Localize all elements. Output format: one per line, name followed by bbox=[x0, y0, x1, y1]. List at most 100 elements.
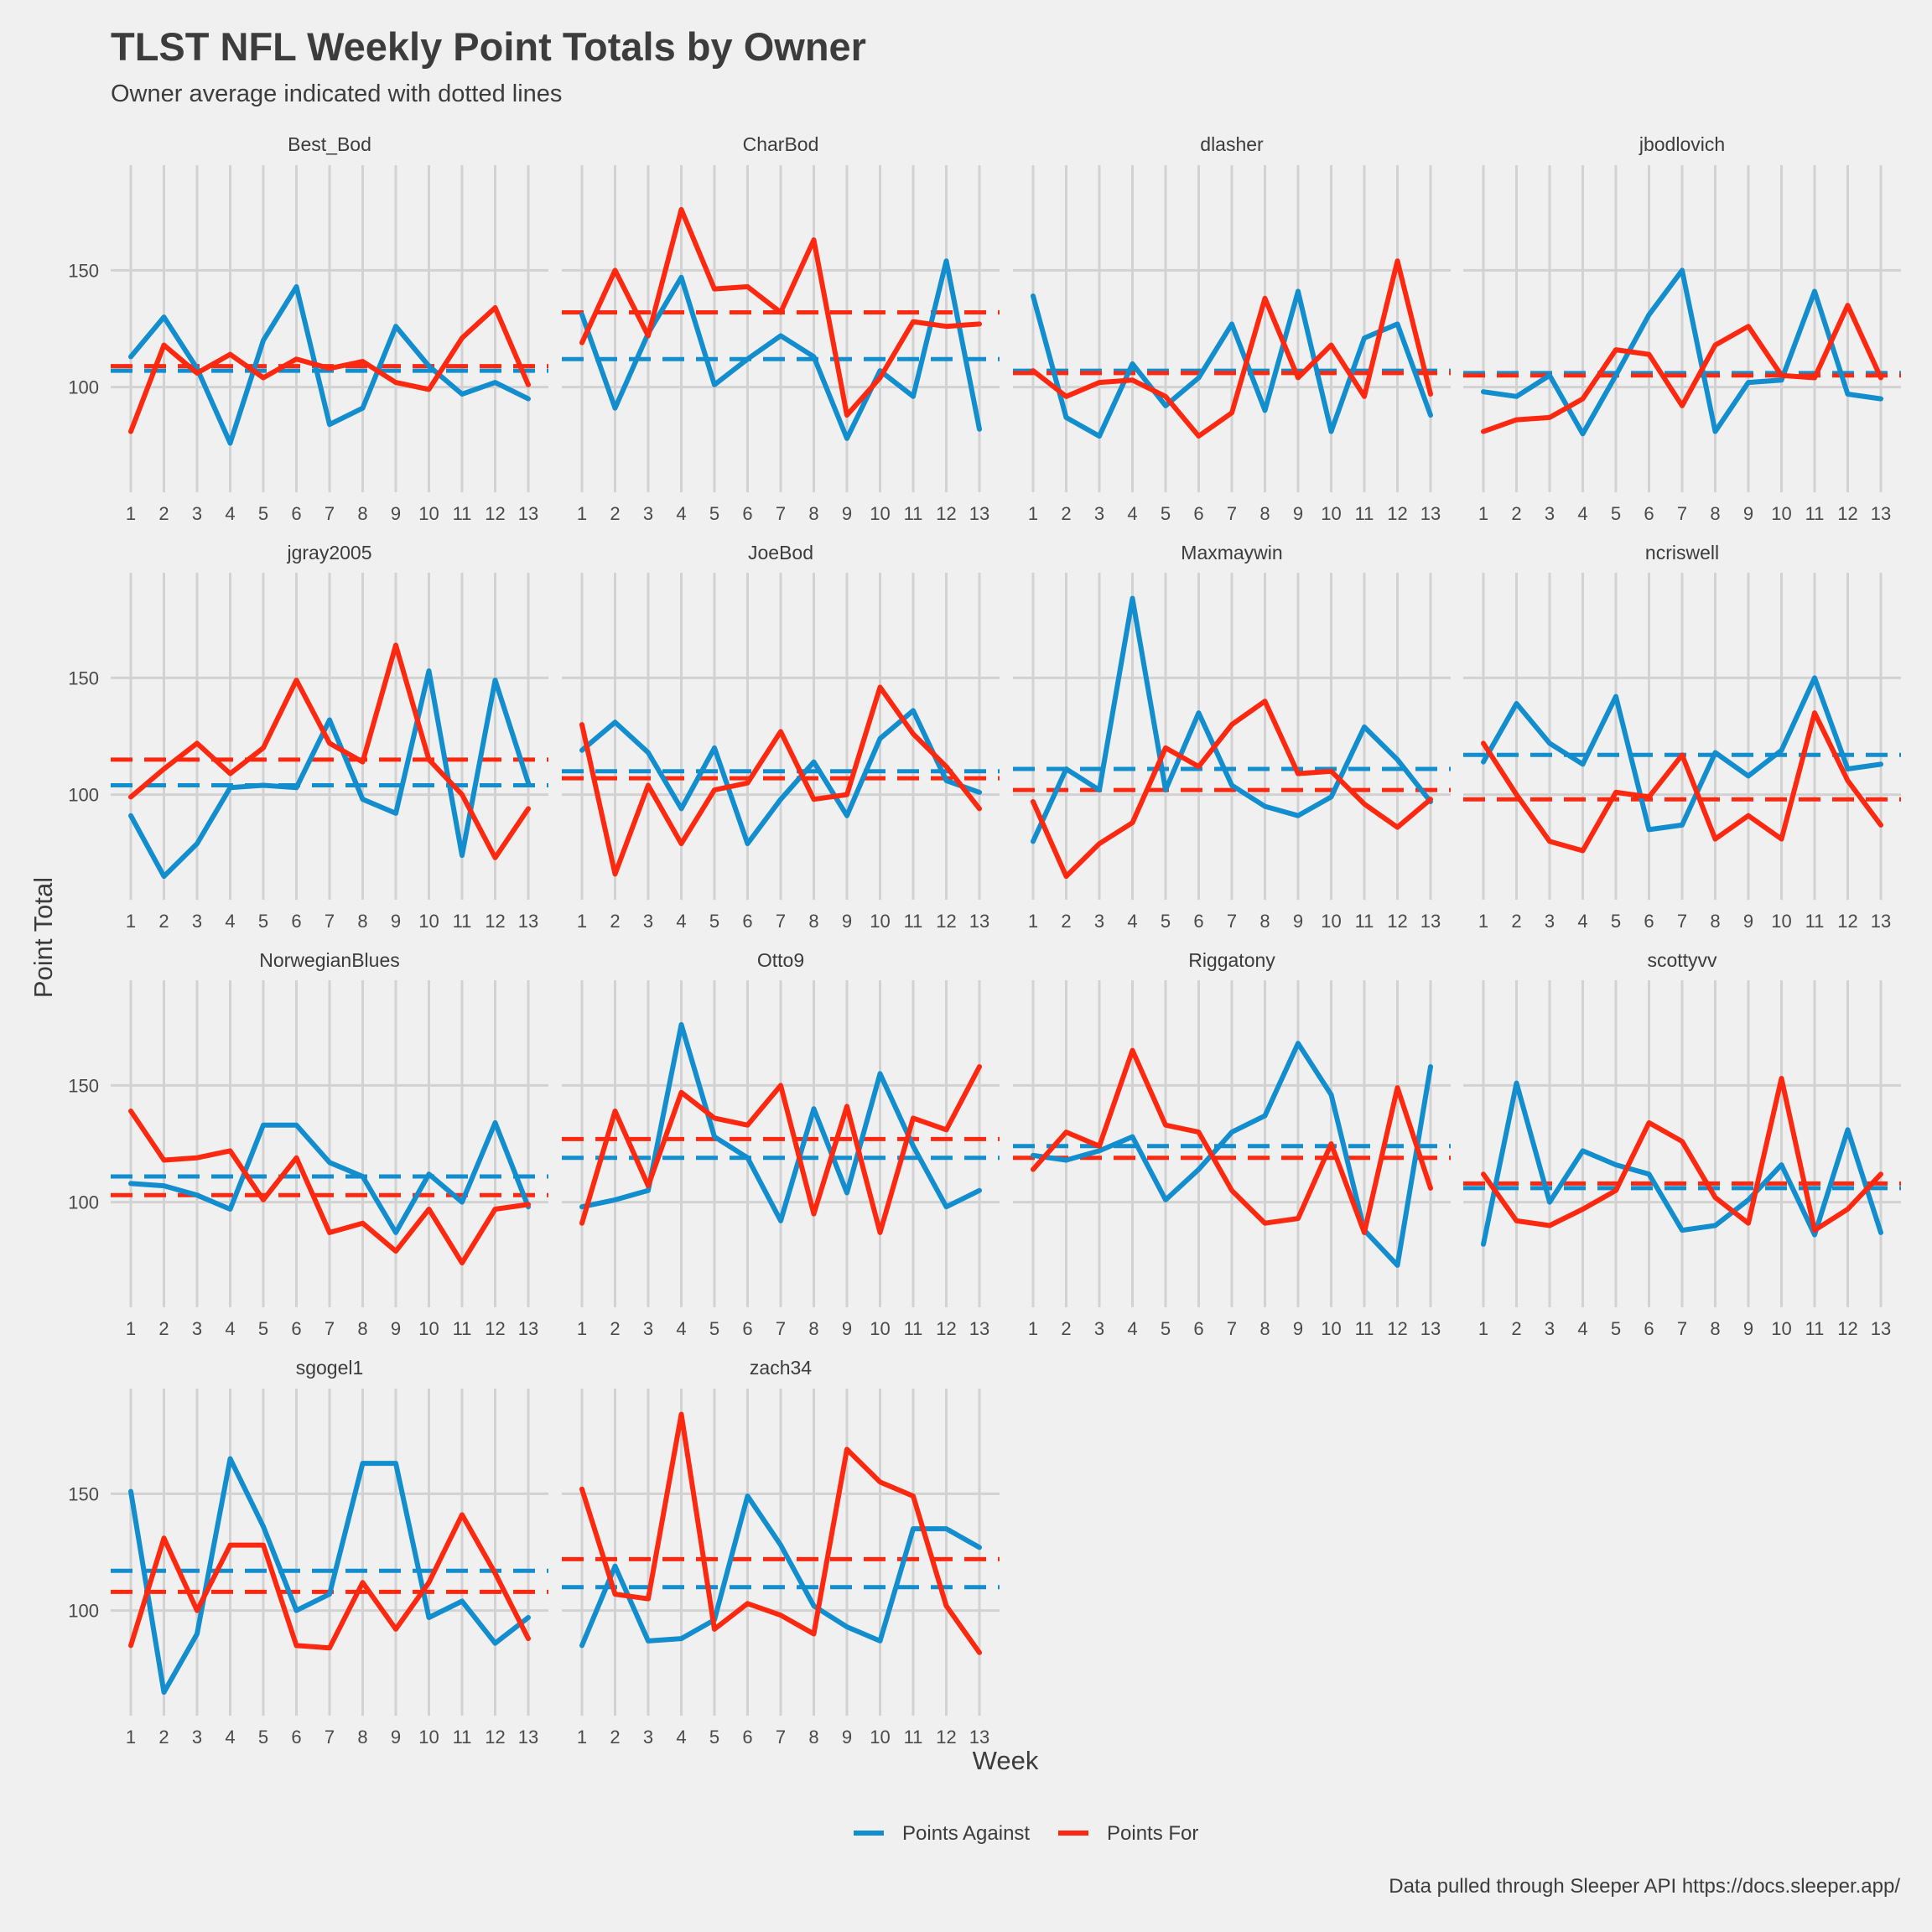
x-tick-label: 13 bbox=[518, 1318, 538, 1339]
x-tick-label: 10 bbox=[1771, 503, 1791, 524]
x-tick-label: 4 bbox=[225, 911, 235, 932]
x-tick-label: 4 bbox=[225, 1318, 235, 1339]
x-tick-label: 11 bbox=[904, 1318, 923, 1339]
x-tick-label: 7 bbox=[1227, 503, 1237, 524]
x-tick-label: 12 bbox=[1387, 1318, 1407, 1339]
panel-title: sgogel1 bbox=[296, 1357, 364, 1379]
x-tick-label: 2 bbox=[158, 1727, 169, 1748]
x-tick-label: 3 bbox=[1545, 503, 1555, 524]
x-tick-label: 5 bbox=[709, 503, 719, 524]
x-tick-label: 7 bbox=[325, 1318, 335, 1339]
x-tick-label: 10 bbox=[418, 503, 439, 524]
x-tick-label: 2 bbox=[1511, 911, 1521, 932]
x-tick-label: 4 bbox=[1127, 503, 1137, 524]
x-tick-label: 7 bbox=[1677, 1318, 1687, 1339]
x-tick-label: 2 bbox=[158, 911, 169, 932]
x-tick-label: 9 bbox=[842, 503, 852, 524]
x-tick-label: 8 bbox=[808, 503, 818, 524]
panel-title: Best_Bod bbox=[288, 133, 371, 155]
x-tick-label: 9 bbox=[1293, 911, 1303, 932]
x-tick-label: 8 bbox=[1259, 503, 1270, 524]
series-line-for bbox=[579, 1064, 982, 1235]
x-tick-label: 13 bbox=[1871, 1318, 1891, 1339]
x-tick-label: 11 bbox=[1805, 503, 1825, 524]
series-line-for bbox=[579, 1411, 982, 1655]
panel-title: zach34 bbox=[750, 1357, 812, 1379]
x-tick-label: 7 bbox=[1227, 1318, 1237, 1339]
x-tick-label: 1 bbox=[577, 1727, 587, 1748]
series-line-against bbox=[128, 1456, 531, 1696]
x-tick-label: 10 bbox=[1771, 1318, 1791, 1339]
x-tick-label: 11 bbox=[1805, 911, 1825, 932]
x-tick-label: 6 bbox=[1644, 911, 1654, 932]
x-tick-label: 3 bbox=[1545, 1318, 1555, 1339]
x-tick-label: 2 bbox=[158, 503, 169, 524]
series-line-against bbox=[1481, 1080, 1883, 1247]
x-tick-label: 3 bbox=[1094, 911, 1104, 932]
x-tick-label: 9 bbox=[391, 911, 401, 932]
x-tick-label: 4 bbox=[676, 911, 686, 932]
x-tick-label: 1 bbox=[1478, 911, 1488, 932]
x-tick-label: 2 bbox=[1511, 503, 1521, 524]
x-tick-label: 13 bbox=[1871, 911, 1891, 932]
x-tick-label: 6 bbox=[1644, 1318, 1654, 1339]
x-tick-label: 12 bbox=[1387, 503, 1407, 524]
panel-title: ncriswell bbox=[1645, 542, 1719, 564]
x-tick-label: 13 bbox=[1420, 1318, 1441, 1339]
x-tick-label: 11 bbox=[1355, 503, 1374, 524]
y-tick-label: 100 bbox=[68, 1192, 99, 1213]
x-tick-label: 4 bbox=[225, 1727, 235, 1748]
x-tick-label: 8 bbox=[357, 1318, 367, 1339]
x-tick-label: 9 bbox=[391, 503, 401, 524]
series-line-for bbox=[1481, 1076, 1883, 1233]
x-tick-label: 12 bbox=[936, 1318, 956, 1339]
x-tick-label: 12 bbox=[936, 503, 956, 524]
x-tick-label: 5 bbox=[258, 1318, 268, 1339]
x-tick-label: 12 bbox=[936, 1727, 956, 1748]
x-tick-label: 8 bbox=[357, 503, 367, 524]
x-tick-label: 6 bbox=[742, 1318, 752, 1339]
x-tick-label: 13 bbox=[969, 1727, 989, 1748]
panel-title: NorwegianBlues bbox=[259, 949, 399, 971]
x-tick-label: 10 bbox=[418, 1318, 439, 1339]
series-line-against bbox=[1031, 595, 1433, 844]
x-tick-label: 5 bbox=[1161, 911, 1171, 932]
x-tick-label: 2 bbox=[1511, 1318, 1521, 1339]
x-tick-label: 1 bbox=[126, 1727, 136, 1748]
y-tick-label: 150 bbox=[68, 260, 99, 281]
panel-title: jgray2005 bbox=[286, 542, 371, 564]
series-line-for bbox=[1481, 303, 1883, 434]
x-tick-label: 2 bbox=[158, 1318, 169, 1339]
x-tick-label: 7 bbox=[1677, 503, 1687, 524]
x-tick-label: 3 bbox=[1094, 503, 1104, 524]
x-tick-label: 9 bbox=[842, 1318, 852, 1339]
series-line-for bbox=[128, 1109, 531, 1266]
series-line-against bbox=[128, 668, 531, 880]
x-tick-label: 6 bbox=[291, 1727, 301, 1748]
x-tick-label: 1 bbox=[1478, 1318, 1488, 1339]
x-tick-label: 12 bbox=[1387, 911, 1407, 932]
x-tick-label: 1 bbox=[1028, 911, 1038, 932]
x-tick-label: 10 bbox=[870, 911, 890, 932]
series-line-for bbox=[1031, 1047, 1433, 1235]
x-tick-label: 12 bbox=[485, 1318, 505, 1339]
x-tick-label: 4 bbox=[676, 503, 686, 524]
x-tick-label: 13 bbox=[518, 503, 538, 524]
x-tick-label: 7 bbox=[325, 503, 335, 524]
x-tick-label: 11 bbox=[904, 503, 923, 524]
x-tick-label: 11 bbox=[1355, 1318, 1374, 1339]
x-tick-label: 2 bbox=[610, 1727, 620, 1748]
x-tick-label: 10 bbox=[1321, 503, 1341, 524]
series-line-against bbox=[579, 1021, 982, 1223]
x-tick-label: 12 bbox=[485, 911, 505, 932]
x-tick-label: 2 bbox=[1061, 503, 1071, 524]
x-tick-label: 6 bbox=[1193, 1318, 1203, 1339]
series-line-against bbox=[579, 1493, 982, 1649]
